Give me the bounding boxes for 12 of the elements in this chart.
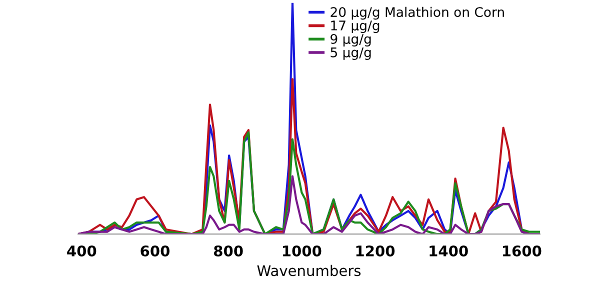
- legend-label: 20 µg/g Malathion on Corn: [330, 6, 504, 20]
- x-tick-label: 1400: [430, 245, 468, 256]
- x-tick-label: 400: [67, 245, 96, 256]
- legend-label: 17 µg/g: [331, 20, 380, 34]
- x-tick-label: 1200: [356, 245, 395, 256]
- x-tick-label: 1000: [283, 245, 322, 256]
- x-tick-label: 1600: [503, 245, 542, 256]
- x-axis-title: Wavenumbers: [257, 264, 361, 276]
- x-tick-label: 600: [140, 245, 170, 256]
- legend-label: 9 µg/g: [330, 34, 371, 46]
- legend-label: 5 µg/g: [330, 48, 371, 60]
- x-tick-label: 800: [214, 245, 243, 256]
